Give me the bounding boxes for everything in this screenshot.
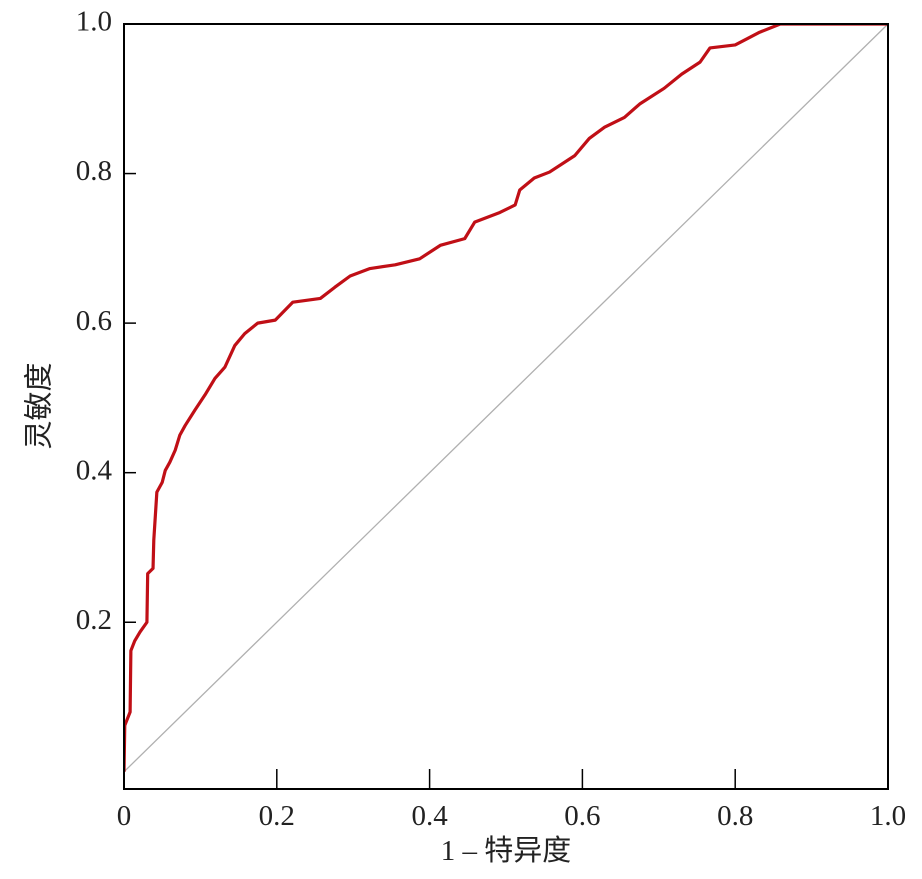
- y-tick-label: 0.4: [76, 454, 113, 486]
- x-tick-label: 1.0: [870, 800, 906, 832]
- y-tick-label: 1.0: [76, 6, 112, 38]
- y-tick-label: 0.2: [76, 604, 112, 636]
- x-tick-label: 0.4: [411, 800, 448, 832]
- y-tick-label: 0.8: [76, 155, 112, 187]
- x-tick-label: 0.2: [259, 800, 295, 832]
- x-tick-label: 0: [117, 800, 132, 832]
- y-tick-label: 0.6: [76, 305, 112, 337]
- roc-curve: [124, 24, 888, 772]
- reference-diagonal: [123, 23, 889, 773]
- x-tick-label: 0.8: [717, 800, 753, 832]
- plot-frame: [123, 23, 889, 790]
- x-axis-title: 1 – 特异度: [441, 834, 572, 867]
- x-tick-label: 0.6: [564, 800, 600, 832]
- y-axis-title: 灵敏度: [23, 362, 56, 449]
